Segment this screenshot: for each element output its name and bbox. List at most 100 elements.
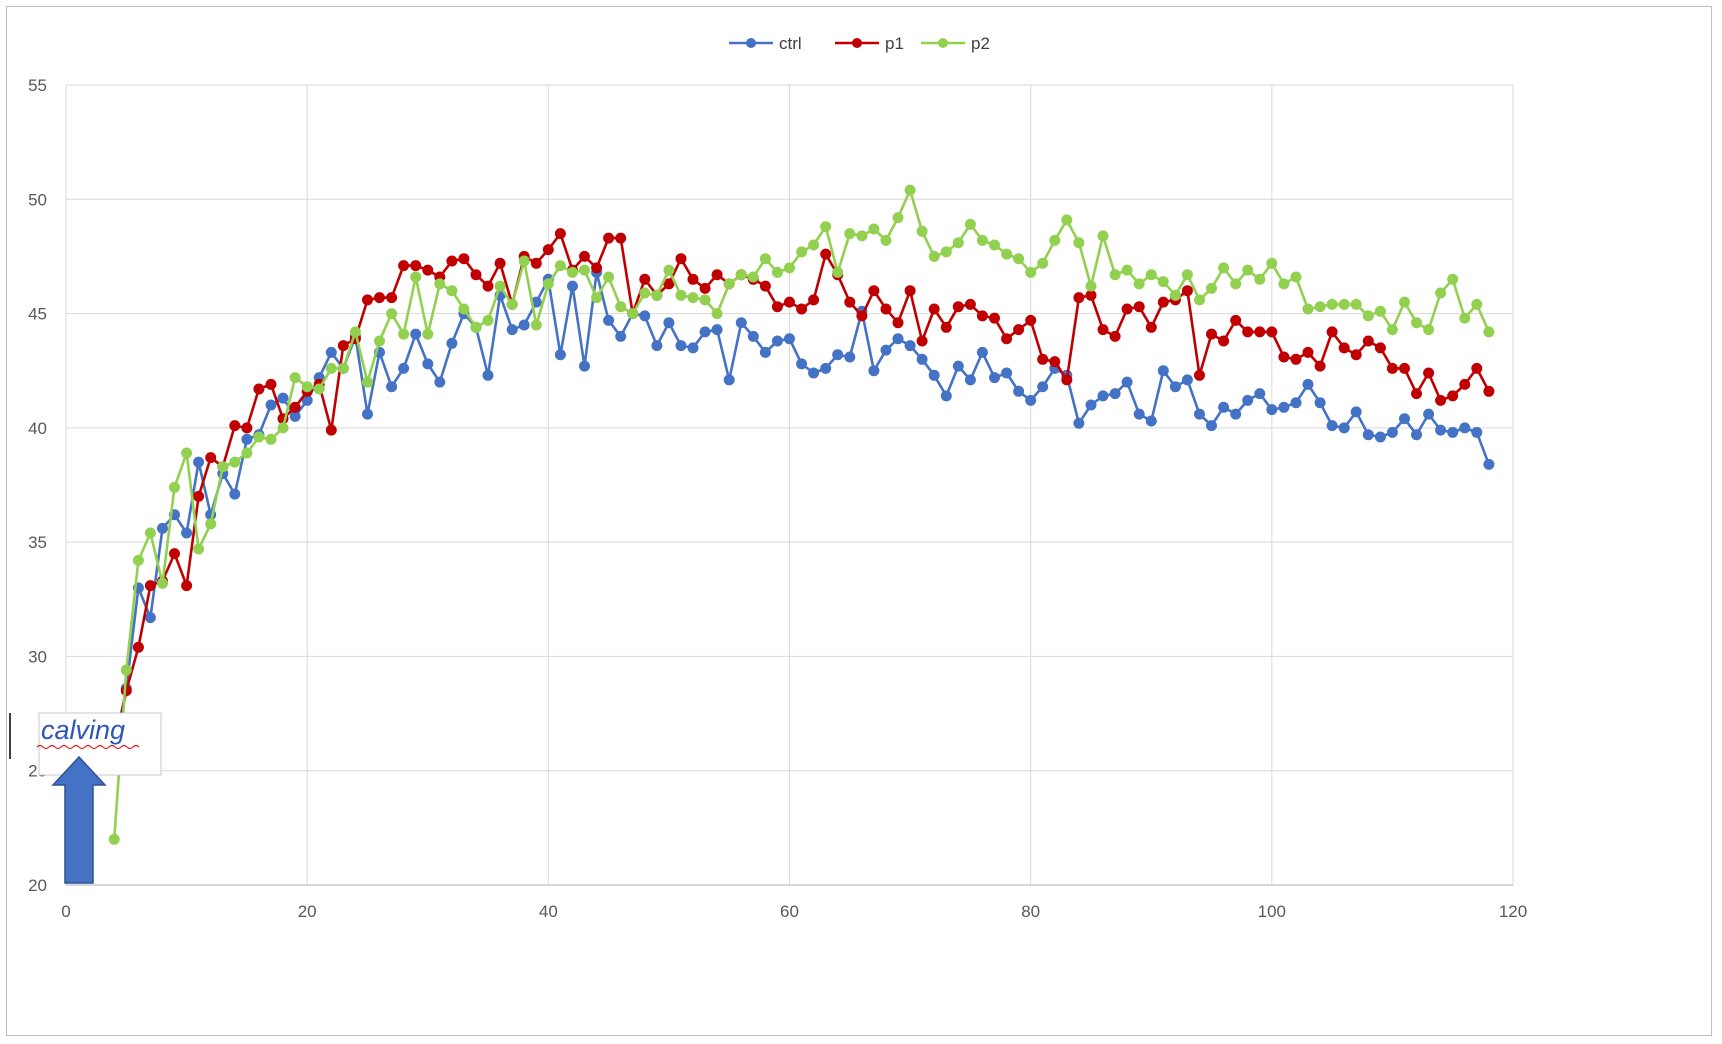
x-tick-labels: 0 20 40 60 80 100 120 xyxy=(61,902,1527,921)
data-point-ctrl xyxy=(723,374,735,386)
data-point-p2 xyxy=(1411,317,1422,329)
data-point-p2 xyxy=(856,230,868,242)
data-point-p2 xyxy=(651,289,663,301)
data-point-ctrl xyxy=(1447,426,1459,438)
data-point-p1 xyxy=(554,228,566,240)
data-point-p1 xyxy=(1194,369,1205,381)
data-point-p1 xyxy=(868,285,880,297)
annotation-text: calving xyxy=(41,715,125,745)
data-point-p1 xyxy=(952,301,964,313)
data-point-p2 xyxy=(1001,248,1013,260)
data-point-p1 xyxy=(579,250,590,262)
y-tick-label: 20 xyxy=(28,876,47,895)
data-point-p1 xyxy=(1097,324,1109,336)
data-point-p2 xyxy=(735,269,747,281)
legend-marker-p1 xyxy=(852,38,862,48)
data-point-p2 xyxy=(1025,266,1037,278)
data-point-p2 xyxy=(301,381,313,393)
data-point-p2 xyxy=(699,294,711,306)
data-point-ctrl xyxy=(277,392,289,404)
series-line-ctrl xyxy=(112,271,1491,749)
data-point-p2 xyxy=(1109,269,1121,281)
data-point-p1 xyxy=(1085,289,1097,301)
data-point-ctrl xyxy=(1338,422,1350,434)
data-point-p2 xyxy=(976,234,988,246)
data-point-ctrl xyxy=(1097,390,1109,402)
data-point-ctrl xyxy=(1169,381,1181,393)
data-point-ctrl xyxy=(808,367,820,379)
data-point-ctrl xyxy=(193,456,205,468)
y-tick-label: 55 xyxy=(28,76,47,95)
data-point-p1 xyxy=(169,548,180,560)
data-point-p1 xyxy=(1483,385,1495,397)
data-point-p2 xyxy=(928,250,940,262)
data-point-p2 xyxy=(904,184,916,196)
data-point-p1 xyxy=(1025,314,1037,326)
data-point-p2 xyxy=(362,376,373,388)
data-point-ctrl xyxy=(1435,424,1447,436)
data-point-p2 xyxy=(687,292,699,304)
data-point-p1 xyxy=(820,248,832,260)
data-point-p1 xyxy=(1362,335,1374,347)
data-point-p1 xyxy=(796,303,808,315)
data-point-ctrl xyxy=(446,337,458,349)
data-point-ctrl xyxy=(325,346,337,358)
data-point-p1 xyxy=(639,273,651,285)
data-point-p1 xyxy=(1181,285,1193,297)
data-point-p2 xyxy=(337,362,349,374)
data-point-ctrl xyxy=(952,360,964,372)
data-point-ctrl xyxy=(964,374,976,386)
data-point-ctrl xyxy=(362,408,373,420)
data-point-ctrl xyxy=(1037,381,1049,393)
data-point-p1 xyxy=(591,262,603,274)
data-point-p2 xyxy=(1374,305,1386,317)
data-point-p2 xyxy=(808,239,820,251)
data-point-p2 xyxy=(1218,262,1230,274)
data-point-ctrl xyxy=(639,310,651,322)
data-point-p2 xyxy=(1061,214,1073,226)
data-point-p1 xyxy=(181,580,193,592)
data-point-ctrl xyxy=(940,390,952,402)
data-point-ctrl xyxy=(651,340,663,352)
data-point-p1 xyxy=(132,641,144,653)
data-point-p2 xyxy=(1194,294,1205,306)
data-point-ctrl xyxy=(892,333,904,345)
data-point-p1 xyxy=(675,253,687,265)
data-point-p1 xyxy=(458,253,470,265)
data-point-p1 xyxy=(229,420,241,432)
annotation-box xyxy=(38,712,162,776)
data-point-p1 xyxy=(615,232,627,244)
data-point-p2 xyxy=(639,287,651,299)
legend-label-p2: p2 xyxy=(971,34,990,53)
data-point-p1 xyxy=(1145,321,1157,333)
data-point-p2 xyxy=(494,280,506,292)
data-point-p1 xyxy=(1471,362,1483,374)
data-point-p2 xyxy=(1399,296,1410,308)
data-point-ctrl xyxy=(398,362,410,374)
data-point-p1 xyxy=(374,292,385,304)
data-point-p2 xyxy=(157,577,168,589)
data-point-ctrl xyxy=(1145,415,1157,427)
data-point-p2 xyxy=(386,308,398,320)
data-point-ctrl xyxy=(1471,426,1483,438)
data-point-p2 xyxy=(193,543,205,555)
data-point-p2 xyxy=(410,271,422,283)
series-p2 xyxy=(108,184,1495,845)
data-point-ctrl xyxy=(554,349,566,361)
data-point-p1 xyxy=(1278,351,1290,363)
data-point-ctrl xyxy=(1206,420,1217,432)
data-point-p1 xyxy=(1037,353,1049,365)
data-point-p2 xyxy=(1326,298,1338,310)
data-point-ctrl xyxy=(434,376,446,388)
data-point-ctrl xyxy=(386,381,398,393)
data-point-p2 xyxy=(1085,280,1097,292)
data-point-p2 xyxy=(615,301,627,313)
series-p1 xyxy=(108,228,1495,756)
data-point-p2 xyxy=(868,223,880,235)
data-point-p1 xyxy=(241,422,253,434)
data-point-ctrl xyxy=(1073,417,1085,429)
data-point-p1 xyxy=(1157,296,1169,308)
data-point-ctrl xyxy=(1386,426,1398,438)
up-arrow-icon xyxy=(51,755,107,884)
